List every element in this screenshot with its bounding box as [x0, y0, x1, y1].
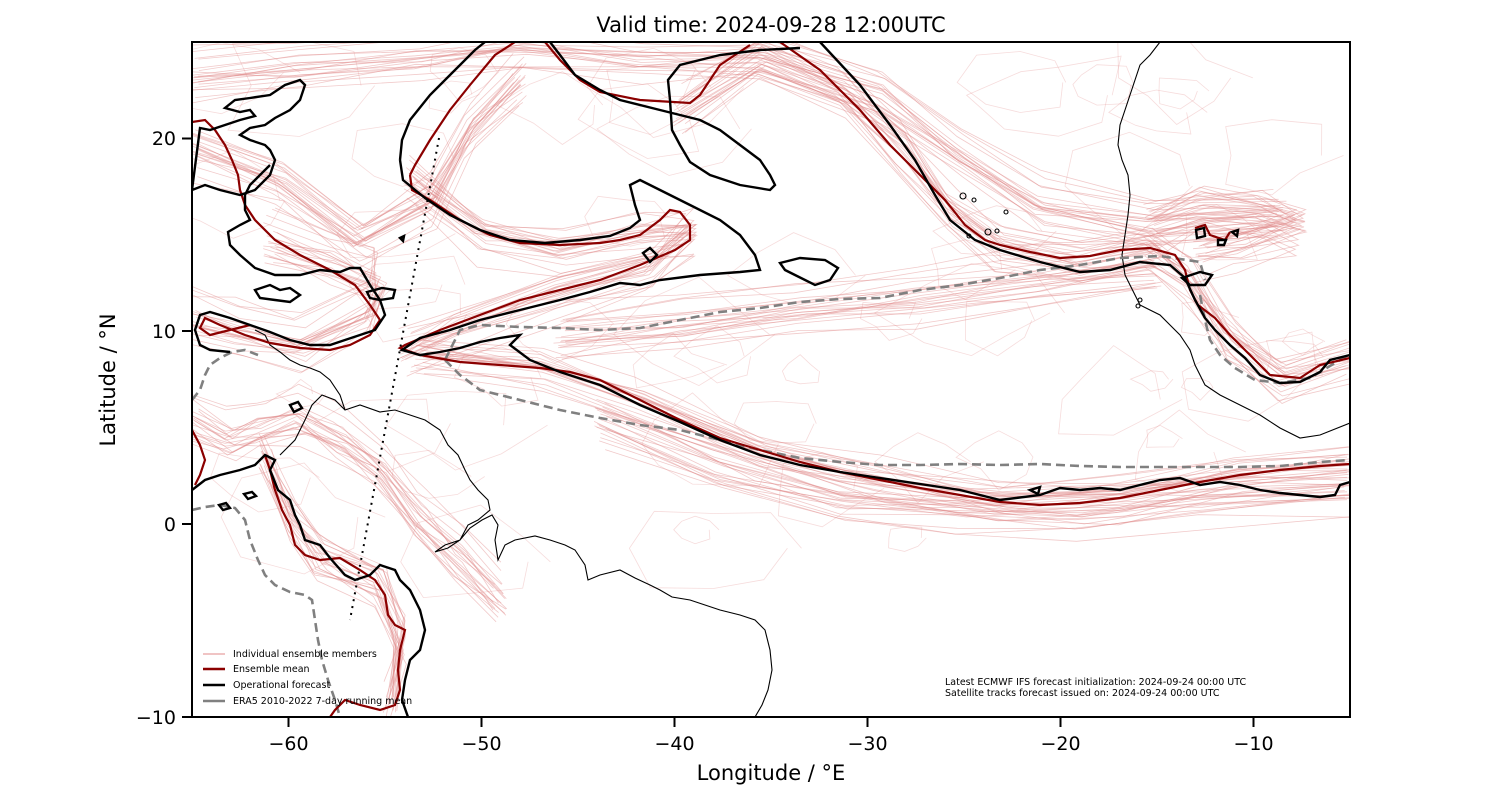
- y-tick-label: 10: [152, 321, 176, 343]
- y-tick-label: −10: [136, 707, 176, 729]
- x-tick-label: −30: [847, 733, 887, 755]
- x-tick-label: −20: [1040, 733, 1080, 755]
- chart-title: Valid time: 2024-09-28 12:00UTC: [596, 13, 945, 37]
- y-tick-label: 0: [164, 514, 176, 536]
- plot-area: Individual ensemble members Ensemble mea…: [192, 42, 1350, 717]
- legend: Individual ensemble members Ensemble mea…: [203, 649, 412, 707]
- x-axis-label: Longitude / °E: [697, 761, 846, 785]
- coastlines: [254, 42, 1350, 717]
- y-axis-label: Latitude / °N: [96, 313, 120, 446]
- x-tick-label: −50: [461, 733, 501, 755]
- y-tick-labels: 20 10 0 −10: [136, 128, 176, 729]
- legend-label-operational: Operational forecast: [233, 680, 330, 691]
- era5-contour: [192, 254, 1350, 717]
- note-satellite-issued: Satellite tracks forecast issued on: 202…: [945, 688, 1220, 699]
- operational-contour: [192, 42, 1350, 717]
- satellite-track: [349, 137, 440, 621]
- y-axis: [182, 137, 192, 718]
- plot-frame: [191, 41, 1351, 718]
- note-init-time: Latest ECMWF IFS forecast initialization…: [945, 677, 1246, 688]
- y-tick-label: 20: [152, 128, 176, 150]
- x-axis: [287, 717, 1255, 727]
- x-tick-label: −40: [654, 733, 694, 755]
- x-tick-label: −60: [268, 733, 308, 755]
- x-tick-labels: −60 −50 −40 −30 −20 −10: [268, 733, 1273, 755]
- x-tick-label: −10: [1233, 733, 1273, 755]
- legend-label-era5: ERA5 2010-2022 7-day running mean: [233, 696, 412, 707]
- legend-label-ensemble-mean: Ensemble mean: [233, 664, 310, 675]
- legend-label-members: Individual ensemble members: [233, 649, 377, 660]
